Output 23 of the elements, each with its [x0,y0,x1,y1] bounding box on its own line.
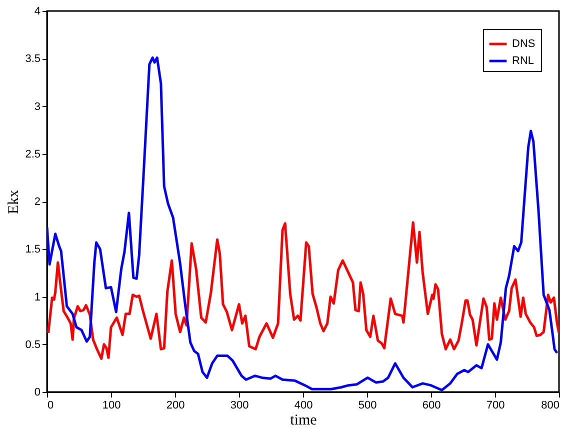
legend-label: DNS [512,38,536,50]
y-tick-label: 0.5 [25,338,40,351]
y-tick-label: 2 [34,196,40,208]
line-series [47,221,559,360]
y-tick-label: 1 [34,291,40,304]
x-tick-label: 800 [541,400,560,412]
x-tick-label: 300 [230,400,249,412]
x-tick-label: 0 [48,400,54,412]
y-tick-label: 0 [34,386,40,398]
legend-label: RNL [512,55,534,67]
x-axis-title: time [290,412,318,428]
x-tick-label: 600 [422,400,441,412]
x-tick-label: 400 [294,400,313,412]
y-tick-label: 4 [34,6,40,18]
y-tick-label: 2.5 [25,148,40,160]
y-axis-title: Ekx [6,189,22,214]
y-tick-label: 3 [34,100,40,113]
y-tick-label: 1.5 [25,244,40,256]
x-tick-label: 200 [166,400,185,412]
x-tick-label: 700 [486,400,505,412]
x-tick-label: 100 [102,400,121,412]
x-tick-label: 500 [358,400,377,412]
y-tick-label: 3.5 [25,53,40,66]
